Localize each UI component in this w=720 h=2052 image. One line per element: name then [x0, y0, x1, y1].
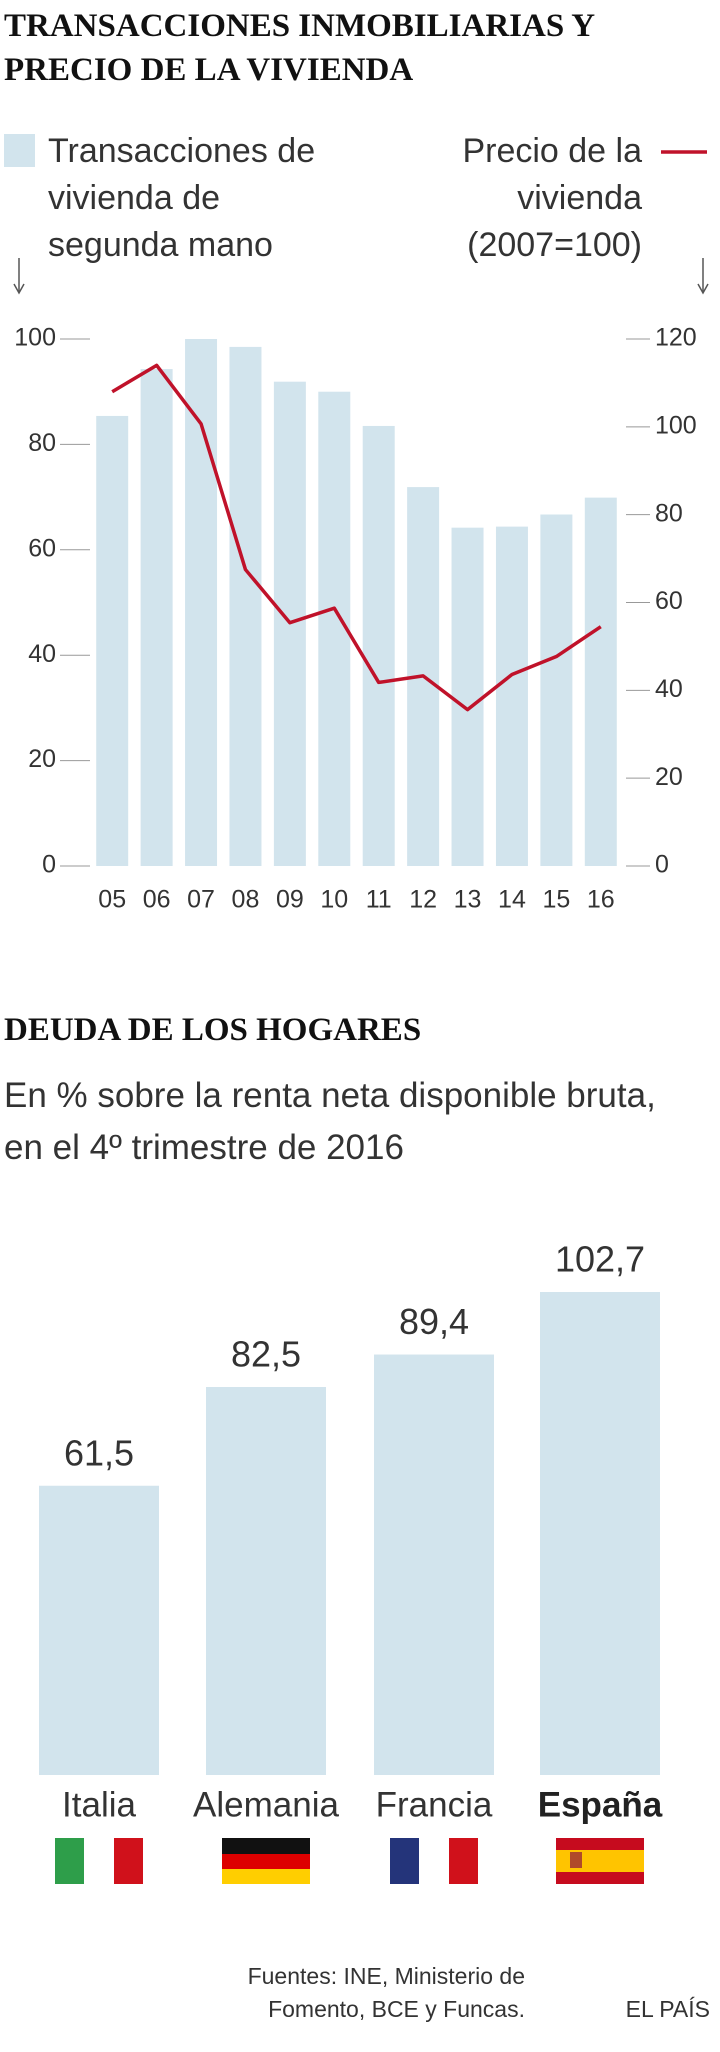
bar	[451, 527, 484, 866]
x-tick-label: 07	[187, 886, 215, 914]
legend-label: Precio de la vivienda (2007=100)	[462, 132, 642, 264]
x-tick-label: 06	[143, 886, 171, 914]
bar	[495, 526, 528, 866]
value-label: 61,5	[64, 1432, 134, 1473]
x-tick-label: 13	[454, 886, 482, 914]
y2-tick-label: 40	[655, 675, 683, 703]
y-tick-label: 60	[28, 534, 56, 562]
y2-tick-label: 120	[655, 324, 697, 352]
x-tick-label: 14	[498, 886, 526, 914]
bar	[362, 425, 395, 866]
legend-label: Transacciones de vivienda de segunda man…	[48, 132, 316, 264]
flag-spain	[556, 1838, 644, 1884]
x-tick-label: 11	[366, 886, 392, 914]
bar	[185, 339, 218, 866]
x-tick-label: 10	[320, 886, 348, 914]
x-tick-label: España	[538, 1785, 663, 1824]
x-tick-label: Francia	[376, 1785, 493, 1824]
brand: EL PAÍS	[625, 1996, 710, 2022]
bar	[229, 346, 262, 866]
chart-title: TRANSACCIONES INMOBILIARIAS Y PRECIO DE …	[4, 8, 594, 88]
bar	[540, 514, 573, 866]
y2-tick-label: 0	[655, 851, 669, 879]
bar	[140, 369, 173, 866]
flag-germany	[222, 1838, 310, 1884]
y2-tick-label: 100	[655, 411, 697, 439]
x-tick-label: 16	[587, 886, 615, 914]
line	[111, 363, 602, 712]
legend-arrows	[13, 258, 709, 295]
x-tick-label: 12	[409, 886, 437, 914]
flag-italy	[55, 1838, 143, 1884]
y-tick-label: 80	[28, 429, 56, 457]
flag-france	[390, 1838, 478, 1884]
bar	[96, 415, 129, 866]
bar	[540, 1292, 660, 1775]
y2-tick-label: 80	[655, 499, 683, 527]
bar	[374, 1354, 494, 1775]
value-label: 89,4	[399, 1301, 469, 1342]
x-tick-label: 15	[542, 886, 570, 914]
y-tick-label: 100	[14, 324, 56, 352]
value-label: 82,5	[231, 1334, 301, 1375]
x-tick-label: 08	[232, 886, 260, 914]
y-tick-label: 20	[28, 745, 56, 773]
x-tick-label: 09	[276, 886, 304, 914]
y2-tick-label: 60	[655, 587, 683, 615]
source: Fuentes: INE, Ministerio de Fomento, BCE…	[247, 1963, 525, 2022]
bar	[39, 1485, 159, 1775]
x-tick-label: Alemania	[193, 1785, 339, 1824]
y2-tick-label: 20	[655, 763, 683, 791]
bar	[584, 497, 617, 866]
x-tick-label: Italia	[62, 1785, 136, 1824]
y-tick-label: 40	[28, 640, 56, 668]
value-label: 102,7	[555, 1239, 645, 1280]
y-tick-label: 0	[42, 851, 56, 879]
bar	[206, 1387, 326, 1775]
chart-title: DEUDA DE LOS HOGARES	[4, 1012, 422, 1048]
chart-subtitle: En % sobre la renta neta disponible brut…	[4, 1076, 656, 1167]
x-tick-label: 05	[98, 886, 126, 914]
legend-swatch-bar	[4, 134, 35, 167]
